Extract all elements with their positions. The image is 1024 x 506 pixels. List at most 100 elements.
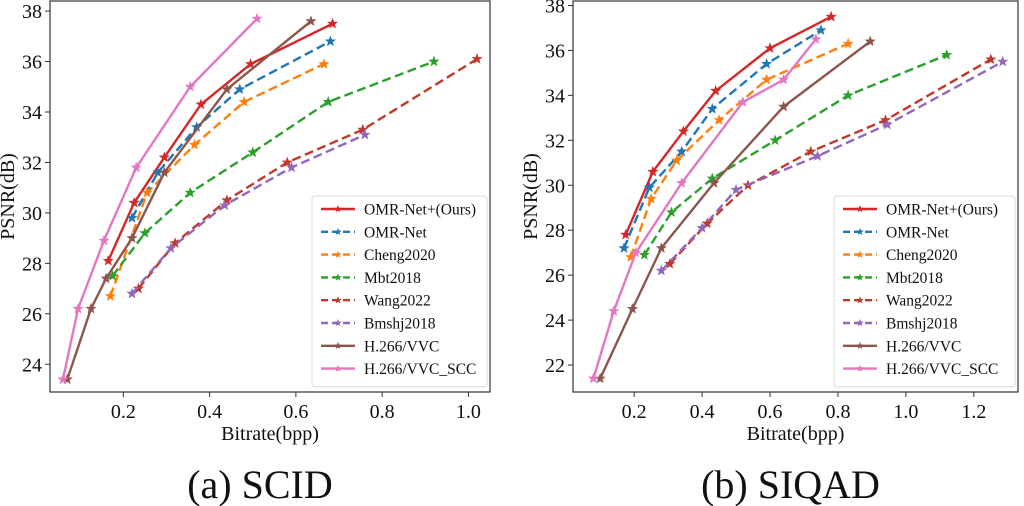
- data-point-marker: [647, 165, 659, 177]
- legend-swatch-marker: [334, 364, 342, 372]
- legend-swatch-marker: [334, 273, 342, 281]
- series-bmshj2018: [126, 128, 371, 299]
- x-tick-label: 0.2: [622, 401, 647, 423]
- legend-item: Mbt2018: [321, 270, 421, 287]
- data-point-marker: [104, 290, 116, 301]
- legend-item: Cheng2020: [321, 247, 436, 264]
- data-point-marker: [618, 242, 630, 253]
- data-point-marker: [359, 128, 371, 140]
- chart-panel-scid: 0.2 0.4 0.6 0.8 1.0 24 26 28 30 32 34 36 38 Bitrate(b…: [0, 0, 491, 506]
- data-point-marker: [126, 287, 138, 299]
- legend-swatch-marker: [334, 205, 342, 213]
- y-tick-label: 34: [22, 102, 42, 124]
- data-point-marker: [608, 305, 620, 316]
- legend-item: H.266/VVC_SCC: [321, 361, 476, 378]
- legend-label: H.266/VVC_SCC: [364, 361, 476, 378]
- series-h-266-vvc-scc: [57, 12, 263, 385]
- legend-label: Mbt2018: [364, 270, 421, 287]
- series-line: [592, 38, 817, 379]
- y-tick-label: 24: [545, 310, 565, 332]
- data-point-marker: [810, 33, 822, 44]
- legend: OMR-Net+(Ours) OMR-Net Cheng2020 Mbt2018 Wan…: [311, 195, 488, 388]
- data-point-marker: [664, 258, 676, 269]
- data-point-marker: [812, 150, 824, 161]
- legend-swatch-marker: [334, 250, 342, 258]
- data-point-marker: [188, 138, 201, 150]
- y-tick-label: 28: [545, 220, 565, 242]
- x-tick-label: 0.4: [690, 401, 715, 423]
- data-point-marker: [626, 303, 639, 314]
- data-point-marker: [737, 96, 749, 107]
- legend-label: Cheng2020: [364, 247, 436, 264]
- data-point-marker: [221, 83, 233, 95]
- data-point-marker: [324, 35, 336, 47]
- legend-label: Mbt2018: [886, 270, 943, 287]
- data-point-marker: [881, 118, 893, 130]
- data-point-marker: [778, 73, 790, 85]
- data-point-marker: [128, 196, 140, 208]
- series-omr-net: [126, 35, 336, 223]
- series-cheng2020: [625, 37, 854, 262]
- data-point-marker: [165, 242, 177, 253]
- data-point-marker: [805, 145, 817, 157]
- y-tick-label: 30: [545, 175, 565, 197]
- series-omr-net-ours-: [620, 10, 837, 240]
- legend-item: Cheng2020: [843, 247, 958, 264]
- y-tick-label: 38: [22, 1, 42, 23]
- data-point-marker: [247, 146, 259, 158]
- legend-swatch-marker: [334, 341, 342, 350]
- series-line: [643, 53, 948, 256]
- data-point-marker: [281, 156, 293, 168]
- y-tick-label: 26: [22, 304, 42, 326]
- series-bmshj2018: [655, 55, 1009, 276]
- legend-item: OMR-Net+(Ours): [843, 202, 998, 219]
- data-point-marker: [322, 96, 334, 107]
- data-point-marker: [158, 166, 170, 178]
- series-line: [599, 40, 871, 380]
- legend-label: OMR-Net: [364, 224, 428, 241]
- legend-item: Wang2022: [843, 293, 953, 310]
- y-tick-label: 24: [22, 354, 42, 376]
- data-point-marker: [671, 154, 683, 166]
- legend-item: OMR-Net: [321, 224, 428, 241]
- data-point-marker: [696, 222, 708, 233]
- legend-label: Wang2022: [886, 293, 953, 310]
- data-point-marker: [842, 89, 854, 101]
- data-point-marker: [764, 42, 776, 53]
- data-point-marker: [195, 98, 207, 110]
- legend-swatch-marker: [856, 250, 864, 258]
- legend-label: OMR-Net: [886, 224, 950, 241]
- legend: OMR-Net+(Ours) OMR-Net Cheng2020 Mbt2018 Wan…: [833, 195, 1016, 388]
- series-line: [629, 42, 849, 258]
- x-tick-label: 1.0: [456, 401, 481, 423]
- data-point-marker: [221, 194, 233, 206]
- subfigure-caption: (b) SIQAD: [701, 462, 880, 506]
- legend-label: Bmshj2018: [886, 316, 958, 333]
- legend-label: H.266/VVC: [364, 338, 439, 355]
- legend-label: H.266/VVC_SCC: [886, 361, 998, 378]
- plot-frame: [572, 0, 1019, 393]
- legend-swatch-marker: [856, 319, 864, 327]
- data-point-marker: [100, 272, 112, 284]
- legend-box: [311, 195, 488, 388]
- y-axis-label: PSNR(dB): [0, 153, 19, 240]
- legend-swatch-marker: [334, 319, 342, 327]
- series-line: [622, 29, 822, 249]
- series-omr-net: [618, 24, 827, 253]
- data-point-marker: [587, 372, 599, 384]
- plot-frame: [49, 0, 491, 393]
- legend-item: Wang2022: [321, 293, 431, 310]
- data-point-marker: [676, 145, 688, 157]
- plot-area: [587, 10, 1009, 384]
- data-point-marker: [769, 134, 781, 146]
- data-point-marker: [713, 114, 725, 125]
- legend-item: Bmshj2018: [321, 316, 436, 333]
- data-point-marker: [701, 217, 713, 229]
- data-point-marker: [85, 302, 97, 314]
- legend-label: Wang2022: [364, 293, 431, 310]
- data-point-marker: [815, 24, 827, 35]
- legend-label: Cheng2020: [886, 247, 958, 264]
- data-point-marker: [184, 186, 196, 198]
- x-axis-label: Bitrate(bpp): [747, 423, 845, 445]
